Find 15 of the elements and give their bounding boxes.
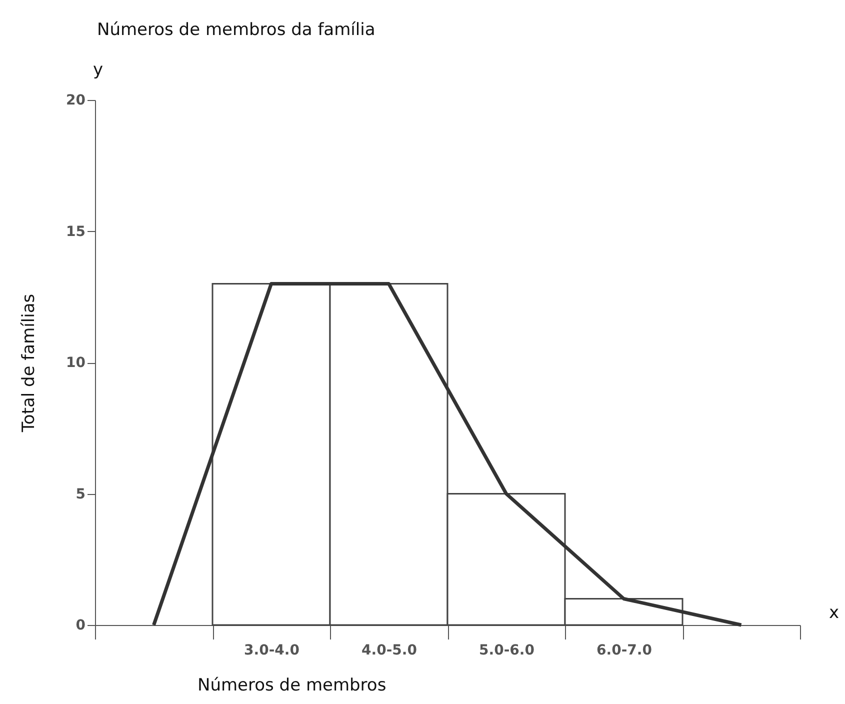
y-tick-label: 0 <box>76 618 86 634</box>
y-tick-label: 5 <box>76 486 86 502</box>
x-tick-label: 4.0-5.0 <box>362 642 418 658</box>
line-series <box>152 282 743 627</box>
x-tick-label: 3.0-4.0 <box>244 642 300 658</box>
y-tick-label: 10 <box>66 355 86 371</box>
x-axis-title: Números de membros <box>198 676 386 696</box>
y-tick-label: 20 <box>66 92 86 108</box>
text: x <box>828 603 840 623</box>
text: y <box>92 60 104 80</box>
y-axis-title: Total de famílias <box>19 294 40 434</box>
y-tick-label: 15 <box>66 224 86 240</box>
chart-title: Números de membros da família <box>97 20 376 40</box>
x-tick-label: 6.0-7.0 <box>596 642 652 658</box>
x-tick-label: 5.0-6.0 <box>479 642 535 658</box>
